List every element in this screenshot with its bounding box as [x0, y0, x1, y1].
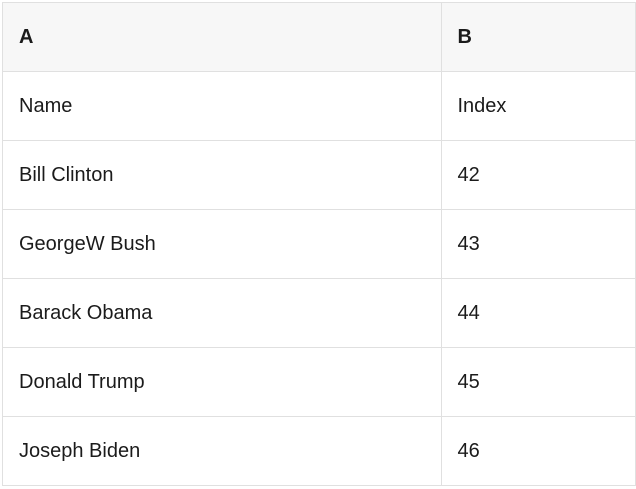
table-row: Donald Trump 45	[2, 347, 636, 417]
column-header-row: A B	[2, 2, 636, 72]
cell-a5[interactable]: Donald Trump	[2, 347, 442, 417]
cell-a1[interactable]: Name	[2, 71, 442, 141]
table-row: GeorgeW Bush 43	[2, 209, 636, 279]
cell-b3[interactable]: 43	[440, 209, 636, 279]
table-row: Joseph Biden 46	[2, 416, 636, 486]
cell-a4[interactable]: Barack Obama	[2, 278, 442, 348]
cell-b1[interactable]: Index	[440, 71, 636, 141]
cell-b4[interactable]: 44	[440, 278, 636, 348]
cell-b5[interactable]: 45	[440, 347, 636, 417]
table-row: Bill Clinton 42	[2, 140, 636, 210]
column-header-a[interactable]: A	[2, 2, 442, 72]
cell-a3[interactable]: GeorgeW Bush	[2, 209, 442, 279]
cell-b6[interactable]: 46	[440, 416, 636, 486]
table-row: Name Index	[2, 71, 636, 141]
cell-b2[interactable]: 42	[440, 140, 636, 210]
table-row: Barack Obama 44	[2, 278, 636, 348]
column-header-b[interactable]: B	[440, 2, 636, 72]
cell-a6[interactable]: Joseph Biden	[2, 416, 442, 486]
cell-a2[interactable]: Bill Clinton	[2, 140, 442, 210]
